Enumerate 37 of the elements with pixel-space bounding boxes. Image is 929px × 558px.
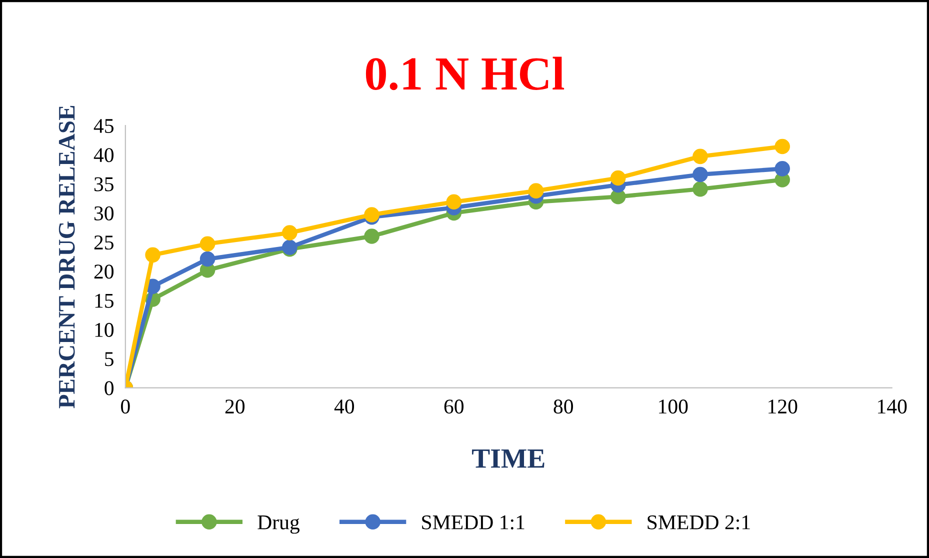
y-tick-label: 35 [94,177,114,192]
y-tick-label: 15 [95,294,114,308]
x-tick-label: 20 [225,400,245,414]
y-tick-label: 5 [105,352,114,366]
point [364,228,380,244]
point [145,247,160,263]
point [692,181,708,197]
point [200,251,216,267]
point [446,194,462,210]
point [774,138,790,154]
y-tick-label: 40 [94,148,114,162]
point [282,225,298,240]
y-tick-label: 10 [95,322,114,337]
point [200,236,216,252]
x-tick-label: 0 [121,400,130,414]
y-tick-label: 45 [94,119,114,133]
x-tick-label: 140 [878,400,907,414]
y-tick-label: 0 [104,381,114,396]
legend-label: Drug [258,516,300,534]
x-tick-label: 40 [334,400,354,414]
legend-label: SMEDD 2:1 [648,515,750,530]
y-tick-label: 25 [94,236,114,250]
y-tick-label: 20 [94,264,114,279]
point [528,183,544,198]
point [692,166,708,182]
x-tick-label: 60 [444,400,464,414]
point [692,148,708,164]
x-tick-label: 80 [554,400,573,414]
point [610,170,626,186]
y-tick-label: 30 [94,206,114,220]
x-tick-label: 100 [659,400,688,414]
point [774,161,790,176]
y-axis-title: PERCENT DRUG RELEASE [58,106,75,408]
chart-title: 0.1 N HCl [366,56,564,90]
x-axis-title: TIME [472,449,544,468]
x-tick-label: 120 [768,400,798,414]
legend-label: SMEDD 1:1 [422,515,524,530]
